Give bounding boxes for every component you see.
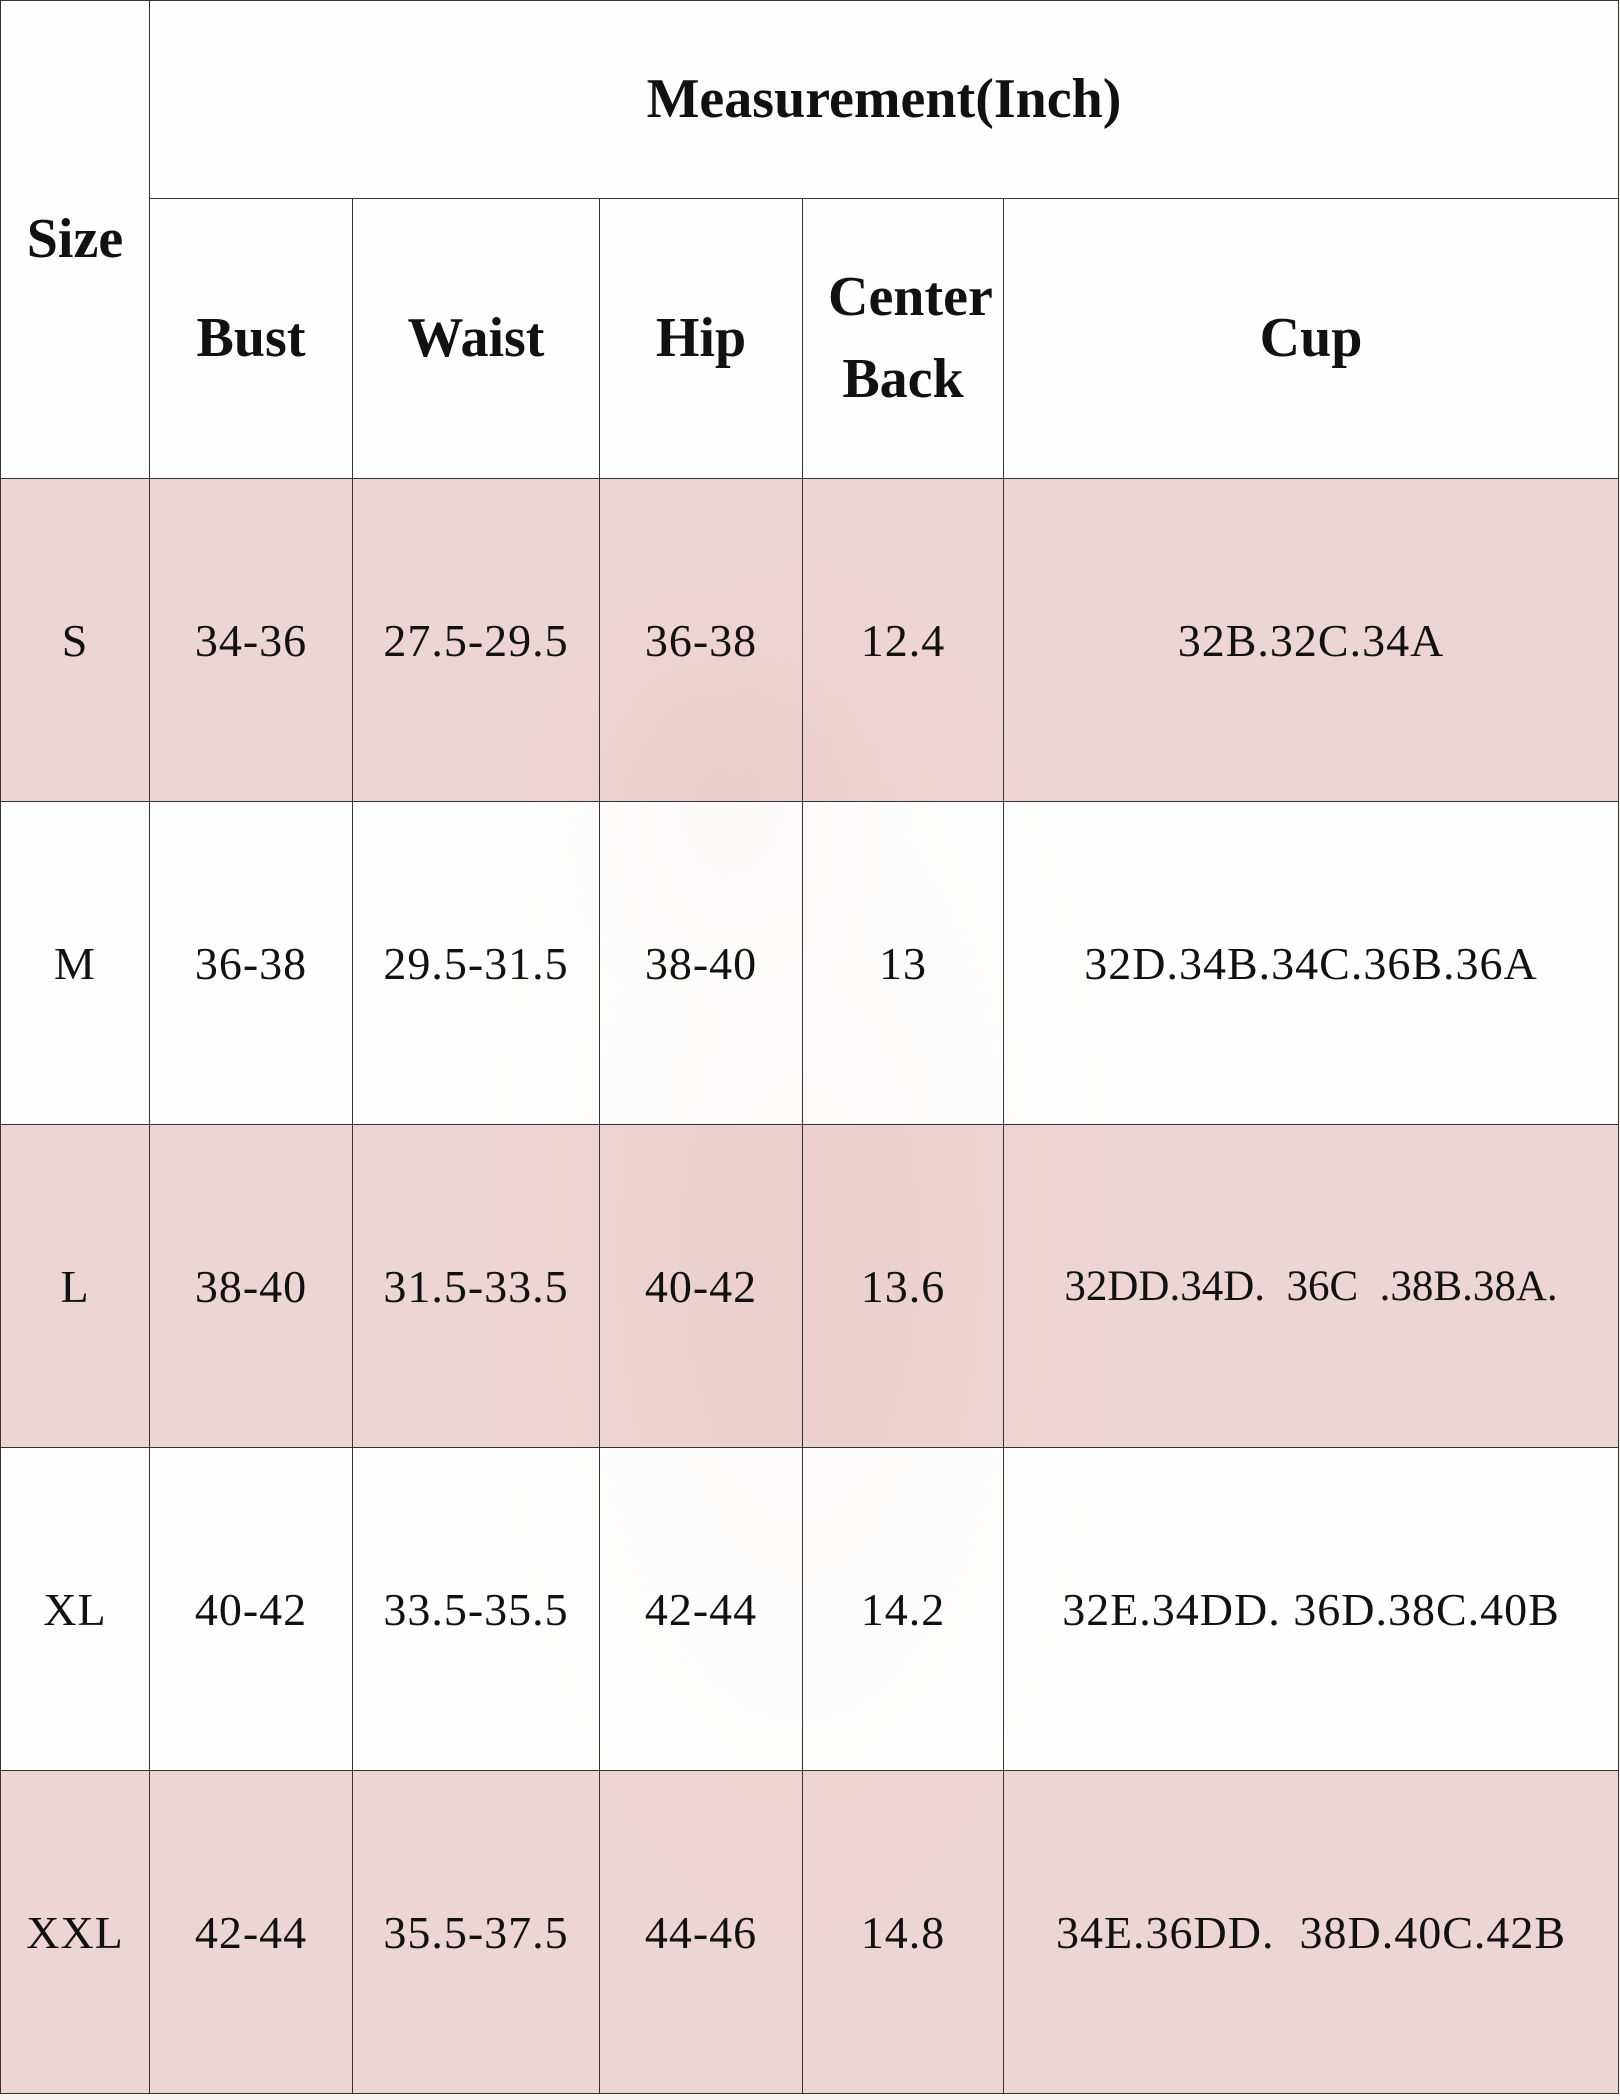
center-back-cell: 13	[802, 801, 1004, 1125]
cup-cell: 32B.32C.34A	[1002, 478, 1620, 802]
bust-cell: 42-44	[149, 1770, 353, 2094]
cup-cell: 32D.34B.34C.36B.36A	[1002, 801, 1620, 1125]
waist-cell: 31.5-33.5	[352, 1124, 600, 1448]
size-cell: XL	[0, 1447, 150, 1771]
hip-cell: 44-46	[599, 1770, 803, 2094]
size-cell: M	[0, 801, 150, 1125]
bust-cell: 40-42	[149, 1447, 353, 1771]
waist-header: Waist	[352, 198, 600, 479]
hip-cell: 38-40	[599, 801, 803, 1125]
bust-cell: 36-38	[149, 801, 353, 1125]
center-back-cell: 14.8	[802, 1770, 1004, 2094]
center-back-cell: 13.6	[802, 1124, 1004, 1448]
size-cell: S	[0, 478, 150, 802]
cup-header: Cup	[1002, 198, 1620, 479]
size-cell: L	[0, 1124, 150, 1448]
size-cell: XXL	[0, 1770, 150, 2094]
table-row: L 38-40 31.5-33.5 40-42 13.6 32DD.34D. 3…	[0, 1124, 1620, 1448]
cup-cell: 32E.34DD. 36D.38C.40B	[1002, 1447, 1620, 1771]
hip-cell: 40-42	[599, 1124, 803, 1448]
hip-cell: 42-44	[599, 1447, 803, 1771]
bust-cell: 38-40	[149, 1124, 353, 1448]
cup-cell: 32DD.34D. 36C .38B.38A.	[1002, 1124, 1620, 1448]
table-row: XL 40-42 33.5-35.5 42-44 14.2 32E.34DD. …	[0, 1447, 1620, 1771]
bust-header: Bust	[149, 198, 353, 479]
cup-cell: 34E.36DD. 38D.40C.42B	[1002, 1770, 1620, 2094]
bust-cell: 34-36	[149, 478, 353, 802]
waist-cell: 29.5-31.5	[352, 801, 600, 1125]
size-header: Size	[0, 0, 150, 479]
center-back-header: Center Back	[802, 198, 1004, 479]
waist-cell: 35.5-37.5	[352, 1770, 600, 2094]
hip-header: Hip	[599, 198, 803, 479]
hip-cell: 36-38	[599, 478, 803, 802]
center-back-cell: 12.4	[802, 478, 1004, 802]
center-back-cell: 14.2	[802, 1447, 1004, 1771]
waist-cell: 33.5-35.5	[352, 1447, 600, 1771]
waist-cell: 27.5-29.5	[352, 478, 600, 802]
table-row: M 36-38 29.5-31.5 38-40 13 32D.34B.34C.3…	[0, 801, 1620, 1125]
table-row: S 34-36 27.5-29.5 36-38 12.4 32B.32C.34A	[0, 478, 1620, 802]
table-row: XXL 42-44 35.5-37.5 44-46 14.8 34E.36DD.…	[0, 1770, 1620, 2094]
measurement-header: Measurement(Inch)	[148, 0, 1620, 199]
